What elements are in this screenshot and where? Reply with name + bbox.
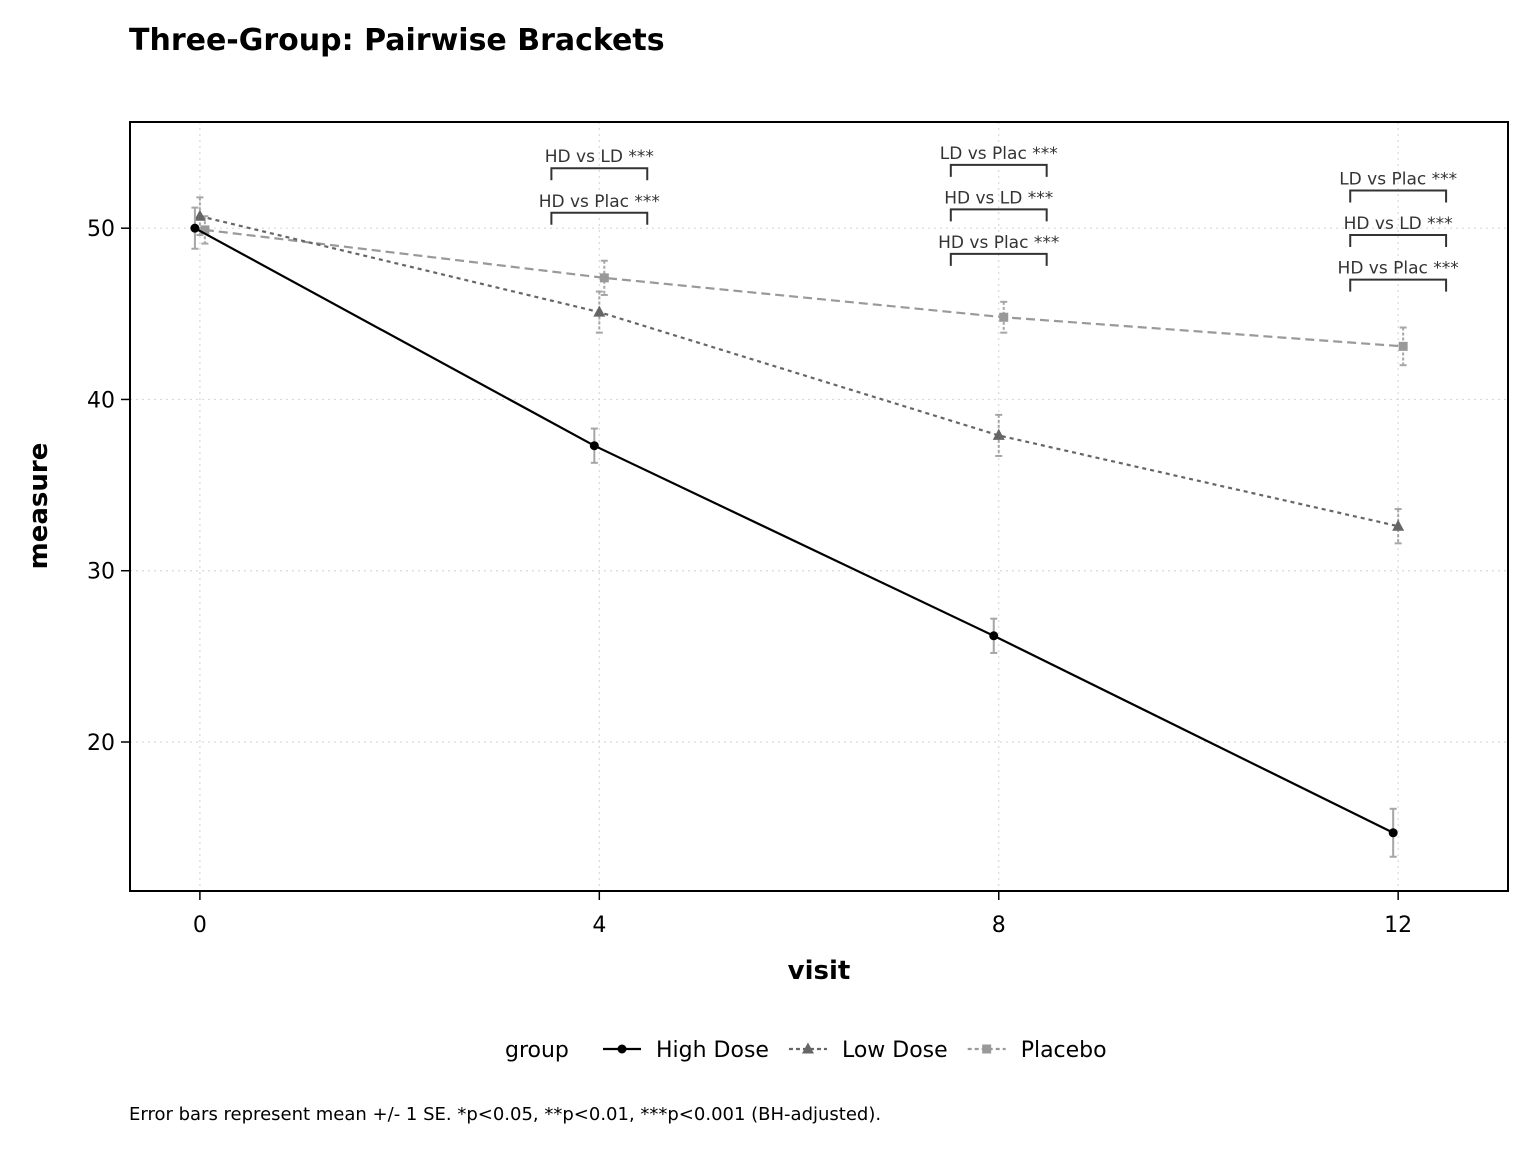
data-point	[1388, 828, 1398, 838]
legend-item: Placebo	[967, 1038, 1107, 1063]
bracket-label: LD vs Plac ***	[1339, 170, 1457, 190]
legend-items: High Dose Low Dose Placebo	[603, 1038, 1107, 1063]
data-point	[200, 225, 210, 235]
data-point	[193, 209, 206, 221]
y-tick-label: 30	[87, 560, 115, 585]
data-point	[190, 223, 200, 233]
significance-bracket: HD vs LD ***	[545, 147, 654, 181]
significance-bracket: LD vs Plac ***	[940, 144, 1058, 177]
series-layer	[190, 196, 1408, 858]
bracket-line	[1349, 234, 1448, 248]
bracket-label: HD vs Plac ***	[1338, 259, 1459, 279]
significance-bracket: LD vs Plac ***	[1339, 170, 1457, 203]
bracket-label: HD vs LD ***	[545, 147, 654, 167]
caption: Error bars represent mean +/- 1 SE. *p<0…	[129, 1104, 881, 1125]
bracket-line	[949, 163, 1048, 177]
legend-item: High Dose	[603, 1038, 769, 1063]
bracket-line	[1349, 189, 1448, 203]
x-tick-label: 12	[1384, 913, 1412, 938]
legend: group High Dose Low Dose Placebo	[505, 1038, 1107, 1063]
legend-item: Low Dose	[788, 1038, 948, 1063]
series-low-dose	[193, 196, 1405, 545]
series-line	[204, 228, 1404, 348]
significance-bracket: HD vs Plac ***	[1338, 259, 1459, 292]
bracket-line	[949, 252, 1048, 266]
data-point	[1398, 341, 1408, 351]
legend-label: Low Dose	[842, 1038, 948, 1063]
y-tick-label: 40	[87, 388, 115, 413]
series-line	[199, 215, 1399, 528]
y-axis-title: measure	[24, 443, 54, 570]
x-tick-label: 0	[193, 913, 207, 938]
bracket-label: LD vs Plac ***	[940, 144, 1058, 164]
legend-label: Placebo	[1021, 1038, 1107, 1063]
significance-bracket: HD vs Plac ***	[539, 192, 660, 225]
legend-key-marker	[982, 1044, 992, 1054]
significance-bracket: HD vs LD ***	[944, 188, 1053, 222]
bracket-line	[550, 211, 649, 225]
bracket-label: HD vs LD ***	[944, 188, 1053, 208]
legend-key-marker	[617, 1044, 627, 1054]
plot-panel	[129, 121, 1509, 892]
bracket-label: HD vs Plac ***	[539, 192, 660, 212]
data-point	[1392, 519, 1405, 531]
data-point	[992, 428, 1005, 440]
legend-key-marker	[801, 1042, 814, 1054]
x-tick-label: 8	[992, 913, 1006, 938]
data-point	[589, 441, 599, 451]
series-placebo	[200, 215, 1408, 367]
grid	[130, 122, 1508, 891]
data-point	[599, 273, 609, 283]
bracket-layer: HD vs LD *** HD vs Plac *** LD vs Plac ***…	[539, 144, 1459, 292]
bracket-line	[550, 167, 649, 181]
data-point	[999, 312, 1009, 322]
y-axis: 20 30 40 50	[87, 217, 130, 756]
bracket-label: HD vs Plac ***	[938, 233, 1059, 253]
x-axis: 0 4 8 12	[193, 891, 1412, 938]
data-point	[593, 305, 606, 317]
series-line	[194, 227, 1394, 834]
x-tick-label: 4	[592, 913, 606, 938]
y-tick-label: 20	[87, 731, 115, 756]
data-point	[989, 631, 999, 641]
significance-bracket: HD vs LD ***	[1344, 214, 1453, 248]
bracket-label: HD vs LD ***	[1344, 214, 1453, 234]
legend-label: High Dose	[656, 1038, 769, 1063]
bracket-line	[1349, 278, 1448, 292]
x-axis-title: visit	[788, 956, 851, 986]
bracket-line	[949, 208, 1048, 222]
significance-bracket: HD vs Plac ***	[938, 233, 1059, 266]
legend-title: group	[505, 1038, 569, 1063]
series-high-dose	[190, 206, 1398, 858]
y-tick-label: 50	[87, 217, 115, 242]
chart-title: Three-Group: Pairwise Brackets	[129, 23, 665, 58]
